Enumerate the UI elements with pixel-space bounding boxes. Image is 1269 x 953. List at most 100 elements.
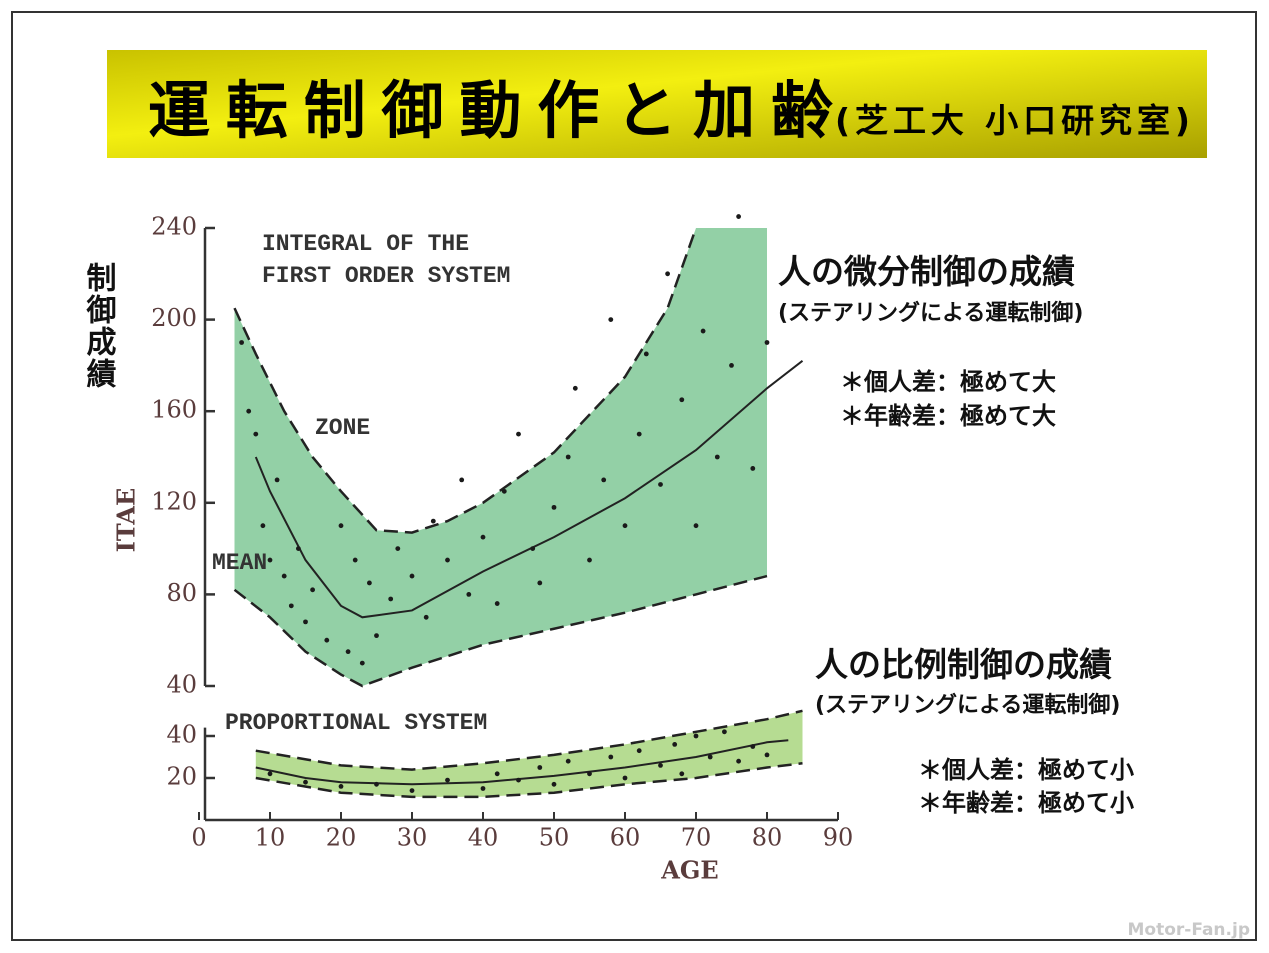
y-tick-label: 120 <box>151 487 197 515</box>
data-point <box>310 587 315 593</box>
data-point <box>622 523 628 529</box>
x-tick-label: 90 <box>823 824 854 852</box>
data-point <box>693 733 699 739</box>
data-point <box>516 777 521 783</box>
data-point <box>729 363 734 368</box>
data-point <box>267 557 273 563</box>
data-point <box>537 765 543 770</box>
data-point <box>281 573 287 579</box>
data-point <box>296 546 301 551</box>
data-point <box>636 431 642 437</box>
y-tick-label: 200 <box>151 304 197 332</box>
annotation: PROPORTIONAL SYSTEM <box>225 710 487 736</box>
data-point <box>679 397 685 403</box>
data-point <box>246 408 252 414</box>
x-tick-label: 60 <box>610 824 641 852</box>
data-point <box>672 742 678 747</box>
data-point <box>537 580 543 586</box>
note-sub: (ステアリングによる運転制御) <box>815 692 1120 718</box>
data-point <box>608 754 614 760</box>
data-point <box>551 781 557 787</box>
data-point <box>572 385 578 391</box>
data-point <box>587 557 592 563</box>
data-point <box>494 771 500 777</box>
data-point <box>750 466 756 471</box>
data-point <box>466 592 472 597</box>
x-tick-label: 40 <box>468 824 499 852</box>
zone-area <box>255 710 803 797</box>
data-point <box>736 214 741 219</box>
y-label-ja: 制御成績 <box>81 262 118 390</box>
data-point <box>423 614 429 620</box>
y-tick-label: 40 <box>166 671 197 699</box>
x-tick-label: 30 <box>397 824 428 852</box>
y-tick-label: 160 <box>151 396 197 424</box>
zone-lower-line <box>233 574 768 688</box>
x-tick-label: 80 <box>752 824 783 852</box>
data-point <box>530 546 536 551</box>
zone-lower-line <box>255 762 803 799</box>
data-point <box>430 518 436 524</box>
zone-upper-line <box>233 227 698 534</box>
data-point <box>345 649 351 655</box>
data-point <box>565 758 571 764</box>
data-point <box>352 557 358 563</box>
data-point <box>409 788 415 793</box>
data-point <box>551 504 557 510</box>
data-point <box>267 771 273 777</box>
data-point <box>367 580 372 586</box>
data-point <box>764 340 770 345</box>
data-point <box>409 573 415 579</box>
data-point <box>636 748 642 754</box>
y-label: ITAE <box>112 488 141 553</box>
x-tick-label: 10 <box>255 824 286 852</box>
x-tick-label: 70 <box>681 824 712 852</box>
data-point <box>288 603 294 609</box>
data-point <box>608 317 614 322</box>
data-point <box>658 763 663 768</box>
data-point <box>274 477 280 483</box>
y-tick-label: 80 <box>166 579 197 607</box>
data-point <box>714 454 720 460</box>
data-point <box>494 601 500 606</box>
note-item: ＊個人差：極めて大 <box>840 368 1056 396</box>
data-point <box>622 775 628 781</box>
data-point <box>516 431 521 437</box>
annotation: INTEGRAL OF THE <box>262 231 469 257</box>
data-point <box>750 744 756 749</box>
x-tick-label: 50 <box>539 824 570 852</box>
data-point <box>722 729 727 735</box>
data-point <box>459 477 465 483</box>
x-tick-label: 20 <box>326 824 357 852</box>
data-point <box>445 557 450 563</box>
note-heading: 人の微分制御の成績 <box>778 252 1075 291</box>
title-bar <box>107 50 1207 158</box>
data-point <box>338 523 344 529</box>
y-tick-label: 240 <box>151 213 197 241</box>
data-point <box>501 488 507 494</box>
data-point <box>445 777 450 783</box>
note-sub: (ステアリングによる運転制御) <box>778 300 1083 326</box>
data-point <box>338 784 344 789</box>
data-point <box>693 523 699 529</box>
annotation: ZONE <box>315 415 370 441</box>
data-point <box>253 431 259 437</box>
data-point <box>303 619 308 625</box>
data-point <box>736 758 741 764</box>
data-point <box>374 781 379 787</box>
data-point <box>239 340 245 345</box>
data-point <box>707 754 713 760</box>
data-point <box>260 523 266 529</box>
subtitle: (芝工大 小口研究室) <box>835 101 1190 140</box>
annotation: MEAN <box>212 550 267 576</box>
data-point <box>480 786 486 791</box>
x-label: AGE <box>660 856 718 885</box>
zone-area <box>234 228 767 686</box>
data-point <box>601 477 607 483</box>
data-point <box>700 328 706 334</box>
data-point <box>658 482 663 487</box>
y-tick-label: 20 <box>166 763 197 791</box>
data-point <box>643 351 649 357</box>
data-point <box>374 633 379 639</box>
